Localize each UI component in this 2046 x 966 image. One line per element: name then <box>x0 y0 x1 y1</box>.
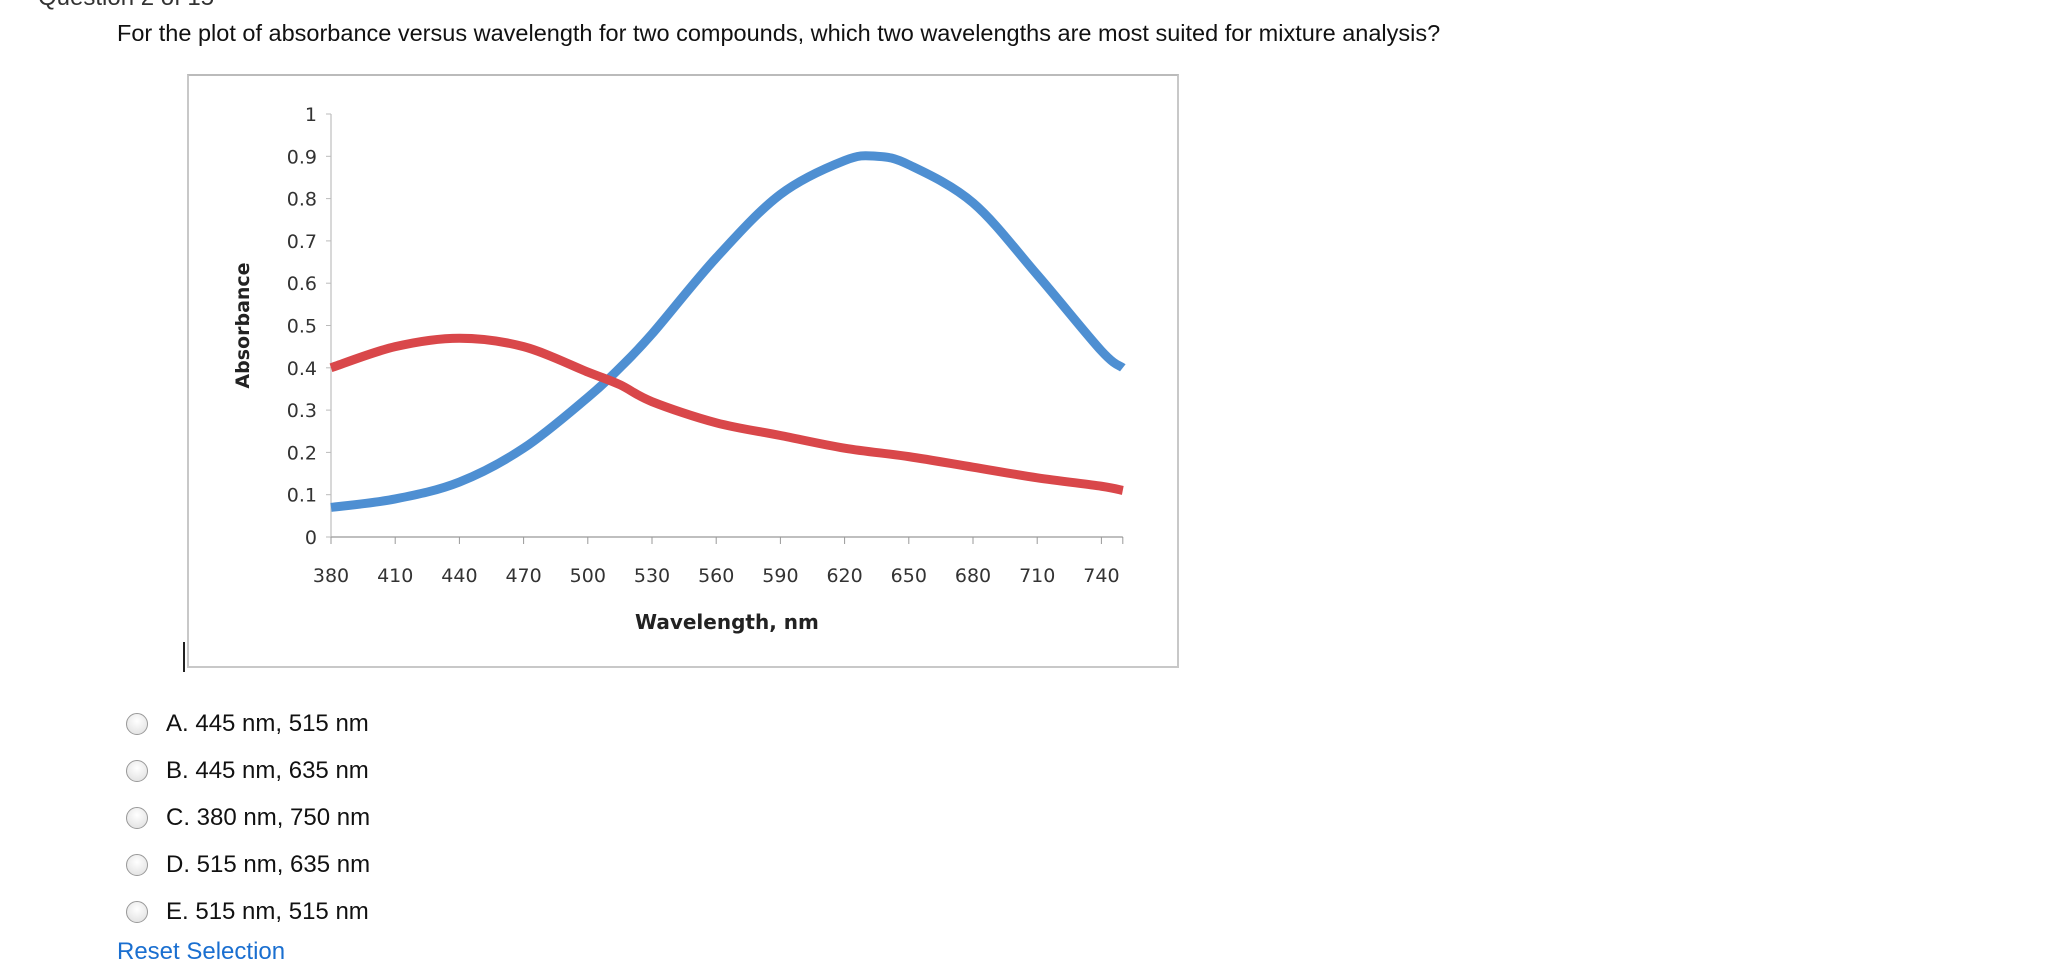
answer-option[interactable]: D. 515 nm, 635 nm <box>126 851 370 879</box>
x-tick-label: 560 <box>698 565 734 587</box>
chart-container: 0 0.1 0.2 0.3 0.4 0.5 0.6 0.7 0.8 0.9 1 380 410 440 47… <box>187 74 1179 668</box>
y-tick-label: 0.1 <box>287 485 317 507</box>
x-tick-label: 410 <box>377 565 413 587</box>
answer-option[interactable]: A. 445 nm, 515 nm <box>126 710 369 738</box>
x-axis-label: Wavelength, nm <box>635 610 819 634</box>
option-label: A. 445 nm, 515 nm <box>166 710 369 737</box>
x-tick-label: 500 <box>570 565 606 587</box>
absorbance-chart: 0 0.1 0.2 0.3 0.4 0.5 0.6 0.7 0.8 0.9 1 380 410 440 47… <box>232 104 1126 634</box>
radio-button[interactable] <box>126 807 148 829</box>
x-tick-label: 740 <box>1083 565 1119 587</box>
y-tick-label: 0.7 <box>287 231 317 253</box>
y-tick-label: 0.8 <box>287 189 317 211</box>
option-label: D. 515 nm, 635 nm <box>166 851 371 878</box>
y-tick-label: 0.5 <box>287 316 317 338</box>
radio-button[interactable] <box>126 760 148 782</box>
x-tick-label: 710 <box>1019 565 1055 587</box>
answer-option[interactable]: E. 515 nm, 515 nm <box>126 898 369 926</box>
question-text: For the plot of absorbance versus wavele… <box>117 20 1441 46</box>
x-tick-label: 380 <box>313 565 349 587</box>
y-tick-label: 1 <box>305 104 317 126</box>
radio-button[interactable] <box>126 713 148 735</box>
y-axis-label: Absorbance <box>232 262 254 388</box>
x-tick-label: 470 <box>505 565 541 587</box>
radio-button[interactable] <box>126 901 148 923</box>
y-tick-label: 0 <box>305 527 317 549</box>
answer-option[interactable]: B. 445 nm, 635 nm <box>126 757 369 785</box>
x-tick-label: 620 <box>826 565 862 587</box>
x-tick-label: 440 <box>441 565 477 587</box>
y-tick-label: 0.3 <box>287 400 317 422</box>
answer-option[interactable]: C. 380 nm, 750 nm <box>126 804 370 832</box>
series-line-2 <box>329 333 1124 495</box>
y-tick-label: 0.9 <box>287 146 317 168</box>
x-tick-label: 680 <box>955 565 991 587</box>
x-tick-label: 650 <box>891 565 927 587</box>
x-tick-label: 530 <box>634 565 670 587</box>
option-label: E. 515 nm, 515 nm <box>166 898 369 925</box>
option-label: C. 380 nm, 750 nm <box>166 804 371 831</box>
y-tick-label: 0.6 <box>287 273 317 295</box>
question-number: Question 2 of 15 <box>38 0 214 12</box>
reset-selection-link[interactable]: Reset Selection <box>117 938 286 965</box>
y-tick-label: 0.4 <box>287 358 317 380</box>
option-label: B. 445 nm, 635 nm <box>166 757 369 784</box>
radio-button[interactable] <box>126 854 148 876</box>
series-line-1 <box>330 151 1126 512</box>
y-tick-label: 0.2 <box>287 442 317 464</box>
text-cursor <box>183 642 185 672</box>
x-tick-label: 590 <box>762 565 798 587</box>
